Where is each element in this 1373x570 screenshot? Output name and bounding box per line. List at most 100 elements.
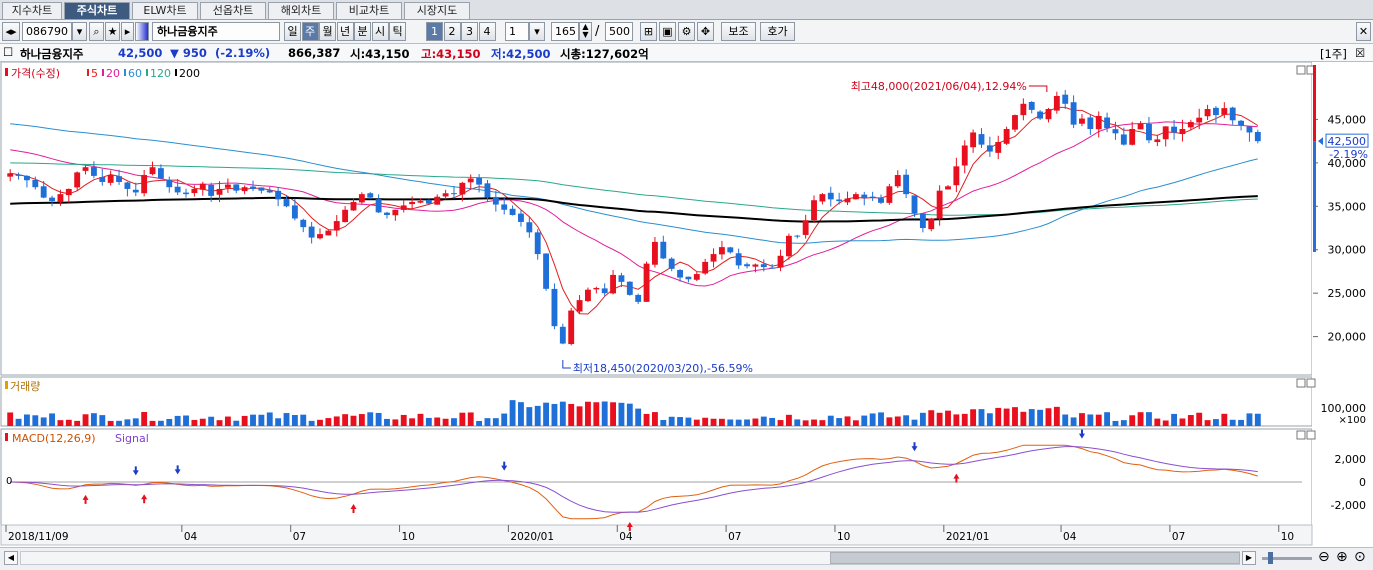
volume-bar <box>233 420 240 426</box>
volume-bar <box>794 419 801 426</box>
volume-bar <box>24 414 30 426</box>
volume-bar <box>752 418 759 426</box>
candle <box>811 200 817 221</box>
volume-bar <box>1062 414 1069 426</box>
panel-max-icon-2[interactable] <box>1296 430 1306 440</box>
zoom-slider-handle[interactable] <box>1268 552 1273 564</box>
tab-5[interactable]: 비교차트 <box>336 2 402 19</box>
volume-bar <box>995 407 1002 426</box>
zoom-slider[interactable] <box>1262 557 1312 560</box>
candle <box>149 167 156 175</box>
indicator-button[interactable]: 보조 <box>721 22 756 41</box>
candle <box>1129 128 1136 145</box>
checkbox-icon[interactable]: ☐ <box>3 45 14 59</box>
period-button-1[interactable]: 주 <box>301 22 319 41</box>
candle <box>1087 117 1094 129</box>
candle <box>861 194 868 198</box>
volume-bar <box>1171 413 1178 426</box>
period-button-0[interactable]: 일 <box>284 22 301 41</box>
search-icon[interactable]: ⌕ <box>89 22 104 41</box>
favorite-star-icon[interactable]: ★ <box>105 22 120 41</box>
volume-bar <box>308 420 315 426</box>
unit-button-1[interactable]: 1 <box>426 22 443 41</box>
volume-bar <box>576 406 583 426</box>
tab-3[interactable]: 선옵차트 <box>200 2 266 19</box>
info-close-icon[interactable]: ☒ <box>1355 46 1366 60</box>
volume-bar <box>677 417 683 426</box>
scroll-left-icon[interactable]: ◀ <box>4 551 18 565</box>
volume-bar <box>409 418 416 426</box>
unit-button-4[interactable]: 4 <box>478 22 496 41</box>
candle <box>685 276 692 280</box>
price-panel <box>0 62 1313 376</box>
volume-bar <box>1187 415 1194 426</box>
panel-max-icon-0[interactable] <box>1296 65 1306 75</box>
zoom-in-icon[interactable]: ⊕ <box>1336 549 1348 565</box>
volume-bar <box>241 415 248 426</box>
x-axis-label-0: 2018/11/09 <box>8 531 69 543</box>
volume-bar <box>543 402 550 426</box>
candle <box>945 186 951 190</box>
stock-chart[interactable]: 45,000 40,000 35,000 30,000 25,000 20,000 42,5… <box>0 62 1373 547</box>
volume-bar <box>199 418 206 426</box>
count-input[interactable]: 165 <box>551 22 579 41</box>
volume-bar <box>945 410 951 426</box>
scroll-right-icon[interactable]: ▶ <box>1242 551 1256 565</box>
tab-2[interactable]: ELW차트 <box>132 2 198 19</box>
candle <box>241 187 248 192</box>
candle <box>652 241 658 265</box>
candle <box>82 167 89 171</box>
unit-button-3[interactable]: 3 <box>461 22 478 41</box>
zoom-out-icon[interactable]: ⊖ <box>1318 549 1330 565</box>
add-window-icon[interactable]: ⊞ <box>640 22 657 41</box>
volume-bar <box>894 416 901 426</box>
legend-ma-0: 5 <box>91 67 98 80</box>
info-volume: 866,387 <box>288 46 341 60</box>
stock-code-input[interactable]: 086790 <box>22 22 72 41</box>
unit-value-field[interactable]: 1 <box>505 22 529 41</box>
volume-bar <box>970 409 977 426</box>
unit-button-2[interactable]: 2 <box>443 22 461 41</box>
volume-bar <box>375 412 382 426</box>
candle <box>970 132 977 148</box>
period-button-4[interactable]: 분 <box>354 22 371 41</box>
panel-close-icon-1[interactable] <box>1306 378 1316 388</box>
macd-axis-label-0: 2,000 <box>1335 453 1367 466</box>
tab-4[interactable]: 해외차트 <box>268 2 334 19</box>
count-spinner-icon[interactable]: ▲ ▼ <box>579 22 592 41</box>
candle <box>752 264 759 267</box>
volume-bar <box>333 416 340 426</box>
period-button-3[interactable]: 년 <box>336 22 354 41</box>
period-button-6[interactable]: 틱 <box>389 22 406 41</box>
color-swatch-icon[interactable] <box>135 22 149 41</box>
prev-next-arrows[interactable]: ◂▸ <box>2 22 20 41</box>
scrollbar-thumb[interactable] <box>830 552 1240 564</box>
period-button-5[interactable]: 시 <box>371 22 389 41</box>
legend-ma-marker-1 <box>102 69 104 76</box>
panel-close-icon-2[interactable] <box>1306 430 1316 440</box>
gear-icon[interactable]: ⚙ <box>678 22 695 41</box>
tab-6[interactable]: 시장지도 <box>404 2 470 19</box>
quote-button[interactable]: 호가 <box>760 22 795 41</box>
period-button-2[interactable]: 월 <box>319 22 336 41</box>
candle <box>400 205 407 210</box>
volume-bar <box>727 419 734 426</box>
candle <box>526 222 533 233</box>
candle <box>710 254 717 262</box>
unit-dropdown-icon[interactable]: ▾ <box>529 22 545 41</box>
save-icon[interactable]: ▣ <box>659 22 676 41</box>
candle <box>1229 107 1236 121</box>
candle <box>199 183 206 190</box>
code-dropdown-icon[interactable]: ▾ <box>72 22 87 41</box>
move-icon[interactable]: ✥ <box>697 22 714 41</box>
macd-title: MACD(12,26,9) <box>12 432 96 445</box>
panel-max-icon-1[interactable] <box>1296 378 1306 388</box>
next-icon[interactable]: ▸ <box>121 22 134 41</box>
zoom-reset-icon[interactable]: ⊙ <box>1354 549 1366 565</box>
tab-0[interactable]: 지수차트 <box>2 2 62 19</box>
close-icon[interactable]: ✕ <box>1356 22 1371 41</box>
current-price-box <box>1325 133 1369 148</box>
candle <box>819 194 826 202</box>
volume-bar <box>1112 420 1119 426</box>
tab-1[interactable]: 주식차트 <box>64 2 130 19</box>
